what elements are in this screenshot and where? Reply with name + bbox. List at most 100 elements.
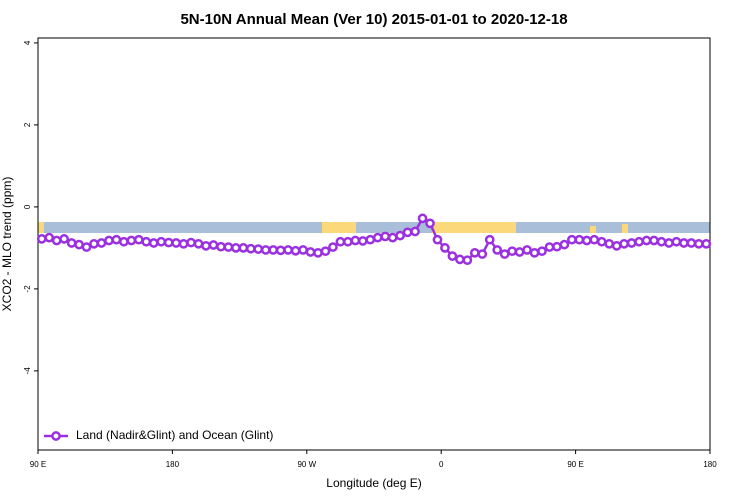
point [372, 232, 383, 243]
point [589, 234, 600, 245]
point [619, 238, 629, 249]
point [574, 234, 585, 245]
point [417, 213, 428, 224]
point [335, 236, 346, 247]
point [283, 245, 293, 255]
point [51, 235, 62, 246]
point [44, 232, 55, 243]
point [380, 231, 391, 242]
point [253, 244, 264, 254]
point [425, 218, 435, 229]
point [664, 238, 674, 248]
point [231, 243, 241, 253]
point [581, 235, 592, 246]
point [492, 245, 503, 255]
point [96, 238, 107, 248]
point [469, 247, 480, 258]
point [626, 238, 637, 248]
point [59, 234, 69, 244]
point [499, 249, 510, 259]
point [104, 235, 114, 246]
y-tick-label: 2 [23, 122, 32, 127]
legend-marker [51, 431, 61, 441]
point [656, 236, 667, 247]
land-patch [432, 222, 516, 233]
point [350, 235, 361, 246]
point [320, 246, 331, 257]
point [641, 235, 652, 246]
point [141, 236, 152, 247]
point [193, 238, 204, 249]
point [365, 234, 376, 245]
y-tick-label: 0 [23, 204, 32, 209]
x-tick-label: 0 [439, 460, 444, 469]
point [66, 238, 77, 248]
point [552, 241, 562, 252]
point [701, 238, 712, 249]
point [133, 234, 144, 245]
point [36, 234, 47, 244]
point [455, 254, 465, 265]
point [529, 247, 540, 258]
point [245, 243, 256, 254]
point [507, 246, 517, 257]
point [298, 245, 308, 255]
point [395, 230, 405, 241]
point [178, 238, 189, 249]
point [357, 236, 368, 246]
point [440, 243, 450, 253]
point [634, 236, 644, 247]
point [611, 240, 622, 251]
point [238, 243, 249, 253]
point [216, 241, 226, 252]
legend-label: Land (Nadir&Glint) and Ocean (Glint) [76, 428, 273, 442]
point [693, 238, 704, 249]
point [343, 236, 353, 247]
x-tick-label: 90 E [30, 460, 46, 469]
point [477, 249, 488, 259]
x-tick-label: 180 [166, 460, 180, 469]
point [671, 236, 682, 247]
land-patch [38, 222, 44, 233]
point [275, 245, 286, 256]
point [514, 247, 525, 257]
point [111, 234, 122, 245]
land-ocean-band [38, 222, 710, 233]
point [260, 245, 271, 255]
x-axis-label: Longitude (deg E) [326, 476, 421, 490]
chart-title: 5N-10N Annual Mean (Ver 10) 2015-01-01 t… [180, 11, 567, 28]
x-tick-label: 90 E [567, 460, 583, 469]
point [148, 238, 159, 248]
y-tick-label: 4 [23, 40, 32, 45]
point [679, 238, 689, 248]
point [462, 255, 473, 266]
land-patch [590, 226, 596, 233]
point [119, 236, 129, 247]
y-tick-label: -4 [23, 367, 32, 375]
land-patch [622, 224, 628, 233]
point [208, 240, 219, 250]
point [686, 238, 697, 248]
point [156, 236, 167, 247]
point [596, 236, 607, 247]
point [559, 239, 570, 250]
ocean-band [38, 222, 710, 233]
point [604, 238, 615, 249]
point [567, 234, 577, 245]
point [410, 226, 420, 237]
point [328, 242, 338, 252]
y-tick-label: -2 [23, 285, 32, 293]
point [201, 240, 211, 251]
point [313, 247, 323, 258]
point [163, 237, 174, 248]
point [484, 234, 495, 245]
point [89, 238, 99, 249]
point [290, 245, 301, 256]
point [522, 245, 532, 255]
point [447, 251, 458, 261]
point [305, 247, 316, 257]
point [223, 242, 234, 252]
point [432, 234, 443, 245]
point [74, 239, 84, 250]
